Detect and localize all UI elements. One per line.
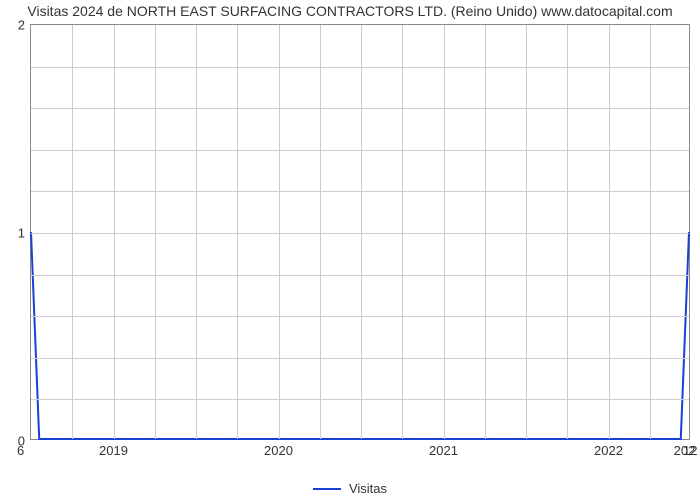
gridline-h [31,316,689,317]
gridline-h [31,399,689,400]
corner-label-bl: 6 [17,443,24,458]
gridline-v [402,25,403,439]
gridline-h [31,191,689,192]
gridline-v [444,25,445,439]
gridline-v [650,25,651,439]
gridline-h [31,275,689,276]
gridline-v [72,25,73,439]
y-tick-label: 2 [18,18,25,33]
x-tick-label: 2020 [264,443,293,458]
gridline-v [155,25,156,439]
gridline-v [361,25,362,439]
x-tick-label-end: 202 [674,443,696,458]
gridline-h [31,108,689,109]
gridline-v [526,25,527,439]
gridline-h [31,358,689,359]
legend-swatch [313,488,341,490]
gridline-v [279,25,280,439]
gridline-v [485,25,486,439]
gridline-h [31,67,689,68]
x-tick-label: 2022 [594,443,623,458]
gridline-v [567,25,568,439]
gridline-h [31,150,689,151]
data-line [31,25,689,439]
y-tick-label: 1 [18,226,25,241]
legend: Visitas [0,481,700,496]
chart-title: Visitas 2024 de NORTH EAST SURFACING CON… [0,3,700,19]
gridline-v [609,25,610,439]
x-tick-label: 2019 [99,443,128,458]
gridline-h [31,233,689,234]
gridline-v [320,25,321,439]
x-tick-label: 2021 [429,443,458,458]
gridline-v [114,25,115,439]
gridline-v [237,25,238,439]
legend-label: Visitas [349,481,387,496]
plot-area: 0122019202020212022612202 [30,24,690,440]
gridline-v [196,25,197,439]
